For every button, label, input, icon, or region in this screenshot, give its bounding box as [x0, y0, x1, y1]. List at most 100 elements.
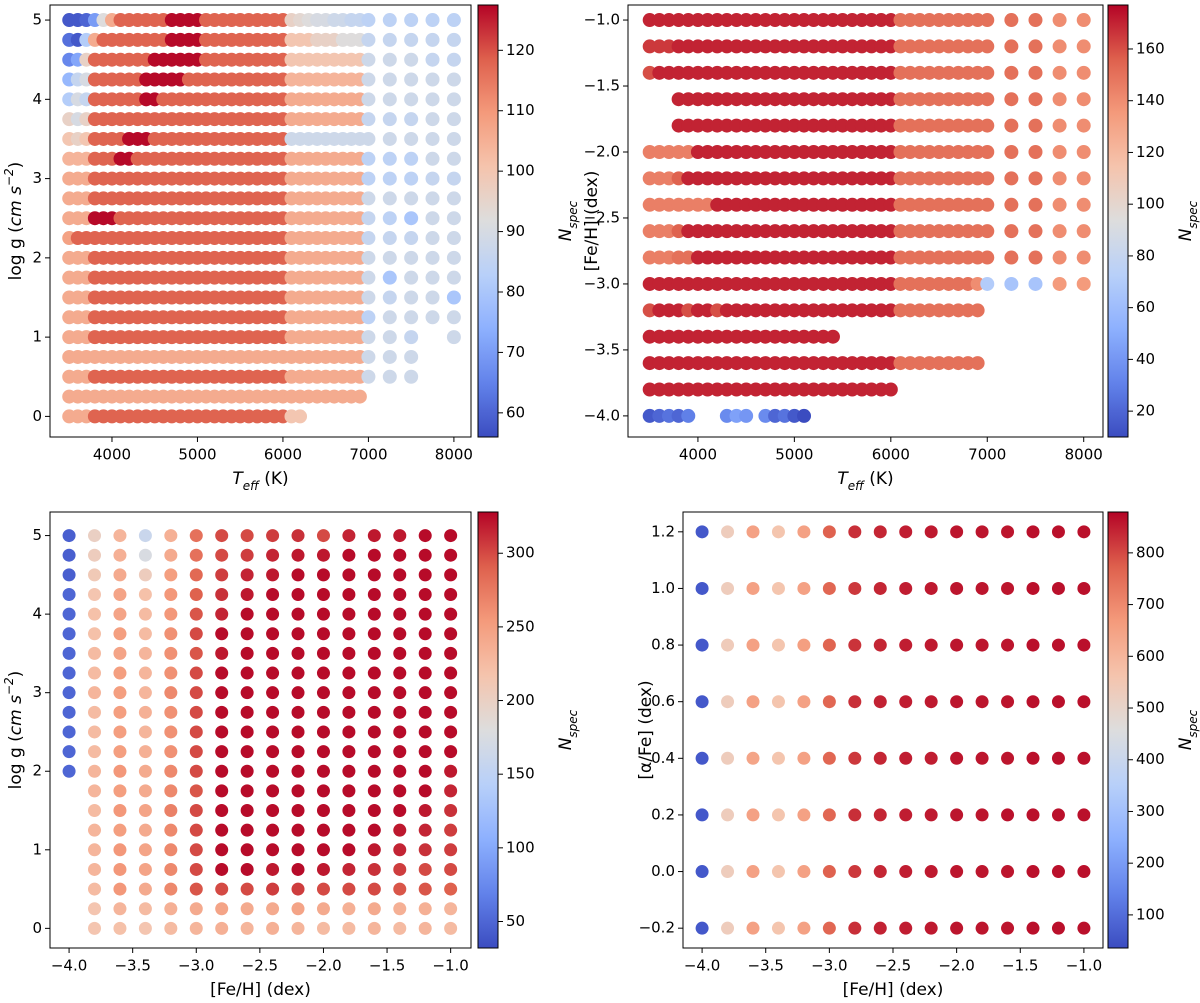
point [1076, 171, 1091, 186]
point [903, 303, 918, 318]
point [864, 13, 879, 28]
point [62, 646, 76, 660]
point [797, 13, 812, 28]
point [425, 191, 440, 206]
point [950, 581, 964, 595]
point [746, 581, 760, 595]
point [367, 529, 381, 543]
x-tick-label: 5000 [775, 446, 813, 464]
point [446, 112, 461, 127]
y-axis-label-part: −2 [2, 677, 16, 695]
point [748, 65, 763, 80]
point [700, 118, 715, 133]
point [382, 270, 397, 285]
point [787, 39, 802, 54]
point [922, 65, 937, 80]
point [970, 65, 985, 80]
point [215, 627, 229, 641]
point [721, 525, 735, 539]
point [721, 581, 735, 595]
colorbar-tick-label: 40 [1136, 350, 1155, 368]
point [874, 171, 889, 186]
point [342, 686, 356, 700]
point [1076, 65, 1091, 80]
axes-frame [682, 511, 1104, 949]
point [661, 382, 676, 397]
point [382, 52, 397, 67]
point [671, 408, 686, 423]
point [446, 290, 461, 305]
point [671, 92, 686, 107]
point [671, 303, 686, 318]
point [873, 581, 887, 595]
point [951, 276, 966, 291]
point [864, 39, 879, 54]
point [748, 144, 763, 159]
point [446, 270, 461, 285]
point [854, 171, 869, 186]
point [367, 823, 381, 837]
point [980, 39, 995, 54]
point [777, 65, 792, 80]
point [382, 369, 397, 384]
point [864, 224, 879, 239]
point [291, 725, 305, 739]
point [642, 13, 657, 28]
point [700, 13, 715, 28]
point [719, 144, 734, 159]
point [425, 171, 440, 186]
point [671, 356, 686, 371]
point [444, 705, 458, 719]
point [444, 862, 458, 876]
point [932, 356, 947, 371]
point [806, 92, 821, 107]
point [681, 92, 696, 107]
colorbar-tick-label: 300 [506, 544, 535, 562]
point [316, 823, 330, 837]
point [924, 921, 938, 935]
point [404, 349, 419, 364]
point [138, 902, 152, 916]
point [88, 646, 102, 660]
point [367, 705, 381, 719]
point [941, 356, 956, 371]
point [425, 231, 440, 246]
point [291, 686, 305, 700]
point [240, 764, 254, 778]
point [342, 587, 356, 601]
x-tick-label: −1.5 [369, 957, 405, 975]
point [768, 197, 783, 212]
point [975, 751, 989, 765]
point [690, 13, 705, 28]
point [771, 808, 785, 822]
point [864, 276, 879, 291]
colorbar-tick-label: 200 [1136, 854, 1165, 872]
point [845, 118, 860, 133]
x-tick-label: −2.5 [875, 957, 911, 975]
point [893, 356, 908, 371]
point [1076, 276, 1091, 291]
colorbar-tick-label: 140 [1136, 91, 1165, 109]
point [729, 118, 744, 133]
y-tick-label: 5 [32, 526, 42, 544]
point [797, 408, 812, 423]
point [444, 725, 458, 739]
point [382, 112, 397, 127]
point [88, 607, 102, 621]
point [661, 250, 676, 265]
point [950, 638, 964, 652]
point [418, 862, 432, 876]
point [960, 303, 975, 318]
point [924, 581, 938, 595]
point [797, 171, 812, 186]
point [189, 548, 203, 562]
point [729, 356, 744, 371]
y-tick-label: 5 [32, 11, 42, 29]
x-axis-label-part: T [837, 469, 849, 489]
point [164, 607, 178, 621]
point [113, 646, 127, 660]
point [932, 118, 947, 133]
point [189, 529, 203, 543]
point [835, 197, 850, 212]
point [854, 13, 869, 28]
